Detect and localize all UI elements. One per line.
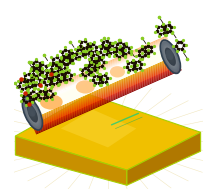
Polygon shape	[28, 52, 174, 117]
Polygon shape	[26, 47, 175, 120]
Polygon shape	[25, 44, 175, 119]
Polygon shape	[31, 59, 177, 124]
Ellipse shape	[40, 94, 63, 110]
Polygon shape	[25, 44, 175, 119]
Ellipse shape	[165, 50, 173, 60]
Polygon shape	[23, 40, 169, 105]
Polygon shape	[26, 47, 175, 120]
Polygon shape	[21, 36, 167, 101]
Polygon shape	[27, 50, 173, 115]
Polygon shape	[29, 53, 175, 118]
Polygon shape	[35, 68, 181, 133]
Polygon shape	[25, 46, 175, 119]
Polygon shape	[25, 44, 171, 109]
Polygon shape	[32, 61, 178, 126]
Ellipse shape	[161, 41, 179, 72]
Ellipse shape	[110, 66, 125, 77]
Polygon shape	[127, 132, 201, 185]
Polygon shape	[33, 63, 179, 128]
Polygon shape	[25, 46, 175, 119]
Ellipse shape	[168, 54, 172, 60]
Ellipse shape	[167, 51, 174, 63]
Ellipse shape	[26, 102, 39, 125]
Polygon shape	[32, 62, 178, 127]
Polygon shape	[35, 67, 181, 132]
Ellipse shape	[24, 99, 41, 127]
Ellipse shape	[164, 46, 177, 68]
Polygon shape	[22, 38, 168, 103]
Ellipse shape	[76, 80, 95, 94]
Polygon shape	[25, 44, 175, 119]
Polygon shape	[27, 49, 173, 114]
Polygon shape	[26, 48, 172, 113]
Polygon shape	[21, 36, 167, 102]
Polygon shape	[29, 55, 175, 120]
Polygon shape	[25, 45, 175, 119]
Polygon shape	[24, 43, 170, 108]
Polygon shape	[25, 45, 175, 119]
Polygon shape	[28, 51, 174, 116]
Polygon shape	[30, 56, 176, 121]
Ellipse shape	[165, 47, 176, 66]
Ellipse shape	[31, 110, 34, 116]
Polygon shape	[22, 39, 168, 104]
Ellipse shape	[160, 40, 180, 73]
Ellipse shape	[28, 106, 37, 121]
Polygon shape	[15, 94, 201, 170]
Ellipse shape	[31, 112, 33, 115]
Polygon shape	[24, 43, 175, 119]
Polygon shape	[31, 58, 177, 123]
Ellipse shape	[27, 104, 38, 123]
Polygon shape	[25, 44, 175, 119]
Ellipse shape	[163, 44, 178, 69]
Polygon shape	[30, 57, 176, 122]
Polygon shape	[25, 45, 175, 119]
Polygon shape	[30, 56, 176, 122]
Ellipse shape	[164, 47, 176, 67]
Ellipse shape	[166, 50, 175, 64]
Polygon shape	[29, 54, 175, 119]
Polygon shape	[33, 62, 179, 128]
Polygon shape	[24, 43, 170, 108]
Ellipse shape	[165, 48, 175, 65]
Ellipse shape	[27, 106, 36, 117]
Polygon shape	[24, 42, 170, 107]
Polygon shape	[26, 47, 172, 112]
Ellipse shape	[23, 98, 42, 129]
Polygon shape	[26, 46, 175, 120]
Polygon shape	[25, 45, 171, 110]
Polygon shape	[61, 110, 136, 147]
Ellipse shape	[162, 43, 179, 71]
Ellipse shape	[22, 97, 43, 130]
Ellipse shape	[25, 101, 40, 126]
Polygon shape	[32, 60, 178, 125]
Ellipse shape	[27, 105, 38, 122]
Polygon shape	[35, 68, 181, 134]
Polygon shape	[22, 37, 168, 102]
Polygon shape	[15, 136, 127, 185]
Ellipse shape	[27, 104, 38, 123]
Ellipse shape	[29, 108, 36, 119]
Polygon shape	[36, 69, 182, 134]
Polygon shape	[25, 46, 172, 111]
Polygon shape	[33, 64, 179, 129]
Polygon shape	[23, 41, 169, 106]
Polygon shape	[27, 50, 173, 115]
Polygon shape	[25, 45, 175, 119]
Polygon shape	[34, 65, 180, 130]
Ellipse shape	[168, 52, 173, 61]
Ellipse shape	[30, 109, 35, 118]
Polygon shape	[26, 46, 175, 120]
Ellipse shape	[169, 55, 171, 58]
Polygon shape	[34, 66, 180, 131]
